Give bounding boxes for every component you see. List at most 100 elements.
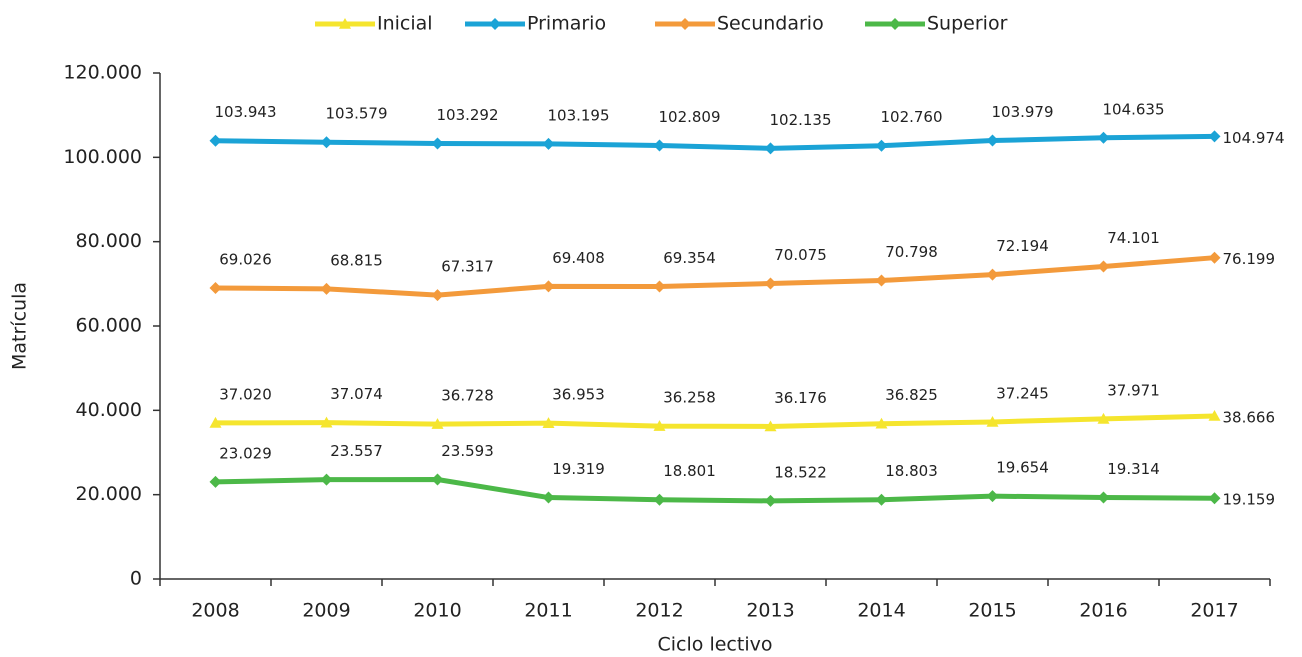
marker bbox=[875, 139, 888, 152]
data-label: 19.319 bbox=[552, 460, 605, 478]
x-tick-label: 2011 bbox=[524, 600, 572, 622]
marker bbox=[679, 18, 691, 30]
data-label: 102.135 bbox=[769, 111, 831, 129]
x-tick-label: 2009 bbox=[302, 600, 350, 622]
data-label: 103.195 bbox=[547, 106, 609, 124]
data-label: 19.314 bbox=[1107, 460, 1160, 478]
marker bbox=[542, 280, 555, 293]
marker bbox=[653, 493, 666, 506]
y-tick-label: 0 bbox=[130, 568, 142, 590]
legend-label: Secundario bbox=[717, 13, 824, 35]
series-line bbox=[215, 477, 1215, 504]
data-label: 74.101 bbox=[1107, 229, 1160, 247]
marker bbox=[542, 137, 555, 150]
y-tick-label: 80.000 bbox=[76, 230, 142, 252]
marker bbox=[986, 490, 999, 503]
marker bbox=[1097, 491, 1110, 504]
data-label: 36.176 bbox=[774, 389, 827, 407]
x-tick-label: 2008 bbox=[191, 600, 239, 622]
data-label: 19.654 bbox=[996, 459, 1049, 477]
data-label: 102.760 bbox=[880, 108, 942, 126]
y-axis-title: Matrícula bbox=[9, 282, 31, 370]
marker bbox=[542, 417, 555, 428]
y-tick-label: 120.000 bbox=[63, 62, 142, 84]
marker bbox=[209, 134, 222, 147]
legend-label: Inicial bbox=[377, 13, 433, 35]
data-label: 104.635 bbox=[1102, 100, 1164, 118]
data-label: 103.979 bbox=[991, 103, 1053, 121]
data-label: 67.317 bbox=[441, 258, 494, 276]
data-label: 23.557 bbox=[330, 442, 383, 460]
data-label: 37.245 bbox=[996, 384, 1049, 402]
marker bbox=[875, 274, 888, 287]
marker bbox=[1097, 131, 1110, 144]
marker bbox=[489, 18, 501, 30]
marker bbox=[986, 268, 999, 281]
data-label: 37.971 bbox=[1107, 381, 1160, 399]
marker bbox=[875, 417, 888, 429]
marker bbox=[764, 142, 777, 155]
marker bbox=[339, 18, 351, 29]
marker bbox=[542, 491, 555, 504]
marker bbox=[875, 493, 888, 506]
data-label: 102.809 bbox=[658, 108, 720, 126]
marker bbox=[1208, 492, 1221, 505]
y-tick-label: 60.000 bbox=[76, 315, 142, 337]
marker bbox=[431, 289, 444, 302]
legend-label: Primario bbox=[527, 13, 606, 35]
data-label: 69.408 bbox=[552, 249, 605, 267]
legend-label: Superior bbox=[927, 13, 1008, 35]
data-label: 103.943 bbox=[214, 103, 276, 121]
data-label: 37.074 bbox=[330, 385, 383, 403]
data-label: 68.815 bbox=[330, 251, 383, 269]
data-label: 19.159 bbox=[1223, 491, 1276, 509]
data-label: 36.258 bbox=[663, 389, 716, 407]
data-label: 70.798 bbox=[885, 243, 938, 261]
series-line bbox=[215, 413, 1215, 429]
data-label: 72.194 bbox=[996, 237, 1049, 255]
data-label: 76.199 bbox=[1223, 250, 1276, 268]
series-line bbox=[215, 133, 1215, 151]
y-tick-label: 100.000 bbox=[63, 146, 142, 168]
marker bbox=[764, 277, 777, 290]
marker bbox=[986, 134, 999, 147]
data-label: 36.825 bbox=[885, 386, 938, 404]
data-label: 103.579 bbox=[325, 105, 387, 123]
marker bbox=[1208, 251, 1221, 264]
marker bbox=[653, 139, 666, 152]
marker bbox=[653, 280, 666, 293]
marker bbox=[1208, 409, 1221, 421]
series-line bbox=[215, 255, 1215, 298]
data-label: 23.593 bbox=[441, 442, 494, 460]
data-label: 36.728 bbox=[441, 387, 494, 405]
marker bbox=[986, 415, 999, 427]
marker bbox=[209, 281, 222, 294]
data-label: 36.953 bbox=[552, 386, 605, 404]
marker bbox=[1208, 130, 1221, 143]
marker bbox=[431, 137, 444, 150]
marker bbox=[889, 18, 901, 30]
marker bbox=[209, 416, 222, 428]
marker bbox=[431, 473, 444, 486]
data-label: 18.801 bbox=[663, 462, 716, 480]
marker bbox=[1097, 412, 1110, 424]
data-label: 69.026 bbox=[219, 250, 272, 268]
marker bbox=[653, 420, 666, 431]
y-tick-label: 40.000 bbox=[76, 399, 142, 421]
x-tick-label: 2014 bbox=[857, 600, 905, 622]
marker bbox=[764, 420, 777, 432]
data-label: 69.354 bbox=[663, 249, 716, 267]
y-tick-label: 20.000 bbox=[76, 483, 142, 505]
marker bbox=[320, 282, 333, 295]
data-label: 18.522 bbox=[774, 463, 827, 481]
data-label: 104.974 bbox=[1223, 129, 1285, 147]
marker bbox=[764, 494, 777, 507]
marker bbox=[209, 475, 222, 488]
data-label: 70.075 bbox=[774, 246, 827, 264]
x-tick-label: 2012 bbox=[635, 600, 683, 622]
marker bbox=[320, 416, 333, 428]
x-tick-label: 2017 bbox=[1190, 600, 1238, 622]
x-tick-label: 2016 bbox=[1079, 600, 1127, 622]
data-label: 103.292 bbox=[436, 106, 498, 124]
